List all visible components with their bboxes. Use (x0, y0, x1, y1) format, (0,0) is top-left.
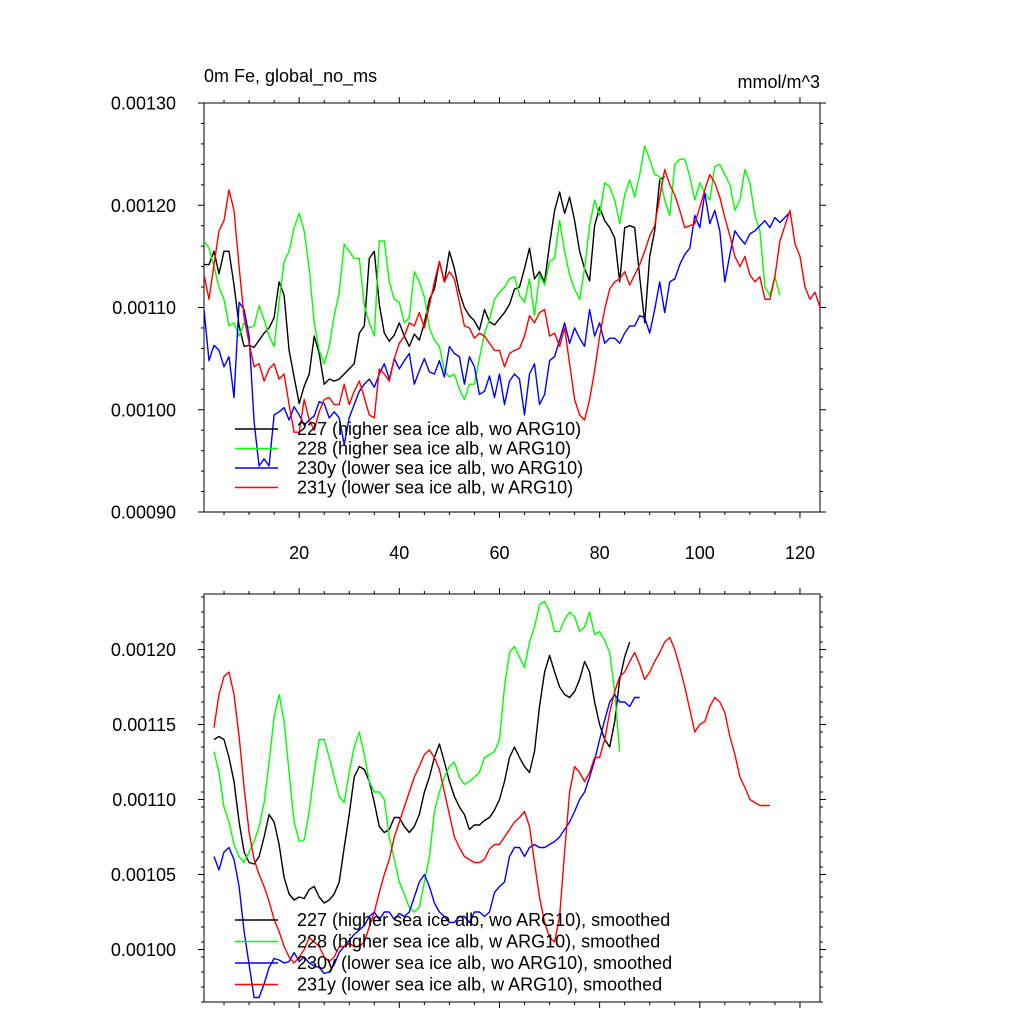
y-tick-label: 0.00120 (111, 640, 176, 660)
legend-label-4: 231y (lower sea ice alb, w ARG10) (297, 478, 573, 498)
y-tick-label: 0.00110 (112, 298, 176, 318)
legend-label-4: 231y (lower sea ice alb, w ARG10), smoot… (297, 975, 662, 995)
legend-label-2: 228 (higher sea ice alb, w ARG10) (297, 439, 571, 459)
y-tick-label: 0.00130 (111, 94, 176, 114)
y-tick-label: 0.00100 (111, 940, 176, 960)
units-label: mmol/m^3 (738, 72, 820, 92)
x-tick-label: 40 (389, 543, 409, 563)
series-line-2 (213, 600, 621, 913)
y-tick-label: 0.00110 (112, 790, 176, 810)
legend-label-1: 227 (higher sea ice alb, wo ARG10), smoo… (297, 910, 670, 930)
y-tick-label: 0.00115 (112, 715, 176, 735)
series-line-1 (204, 176, 666, 405)
y-tick-label: 0.00120 (111, 196, 176, 216)
x-tick-label: 60 (489, 543, 509, 563)
series-line-3 (213, 693, 640, 999)
plot-frame (203, 593, 821, 1003)
legend-label-1: 227 (higher sea ice alb, wo ARG10) (297, 419, 581, 439)
x-tick-label: 20 (289, 543, 309, 563)
y-tick-label: 0.00090 (111, 503, 176, 523)
legend-label-2: 228 (higher sea ice alb, w ARG10), smoot… (297, 932, 660, 952)
x-tick-label: 120 (785, 543, 815, 563)
series-line-4 (204, 168, 820, 433)
series-line-2 (204, 145, 781, 401)
x-tick-label: 100 (685, 543, 715, 563)
top-panel: 0.00090 0.00100 0.00110 0.00120 0.00130 20 40 6… (111, 66, 826, 563)
y-tick-label: 0.00100 (111, 400, 176, 420)
series-line-4 (213, 636, 770, 964)
x-tick-label: 80 (590, 543, 610, 563)
bottom-panel: 0.00100 0.00105 0.00110 0.00115 0.00120 227 (… (111, 588, 826, 1008)
legend-label-3: 230y (lower sea ice alb, wo ARG10), smoo… (297, 953, 672, 973)
y-tick-label: 0.00105 (111, 865, 176, 885)
legend-label-3: 230y (lower sea ice alb, wo ARG10) (297, 458, 583, 478)
series-line-1 (213, 641, 631, 904)
chart-title: 0m Fe, global_no_ms (204, 66, 377, 87)
